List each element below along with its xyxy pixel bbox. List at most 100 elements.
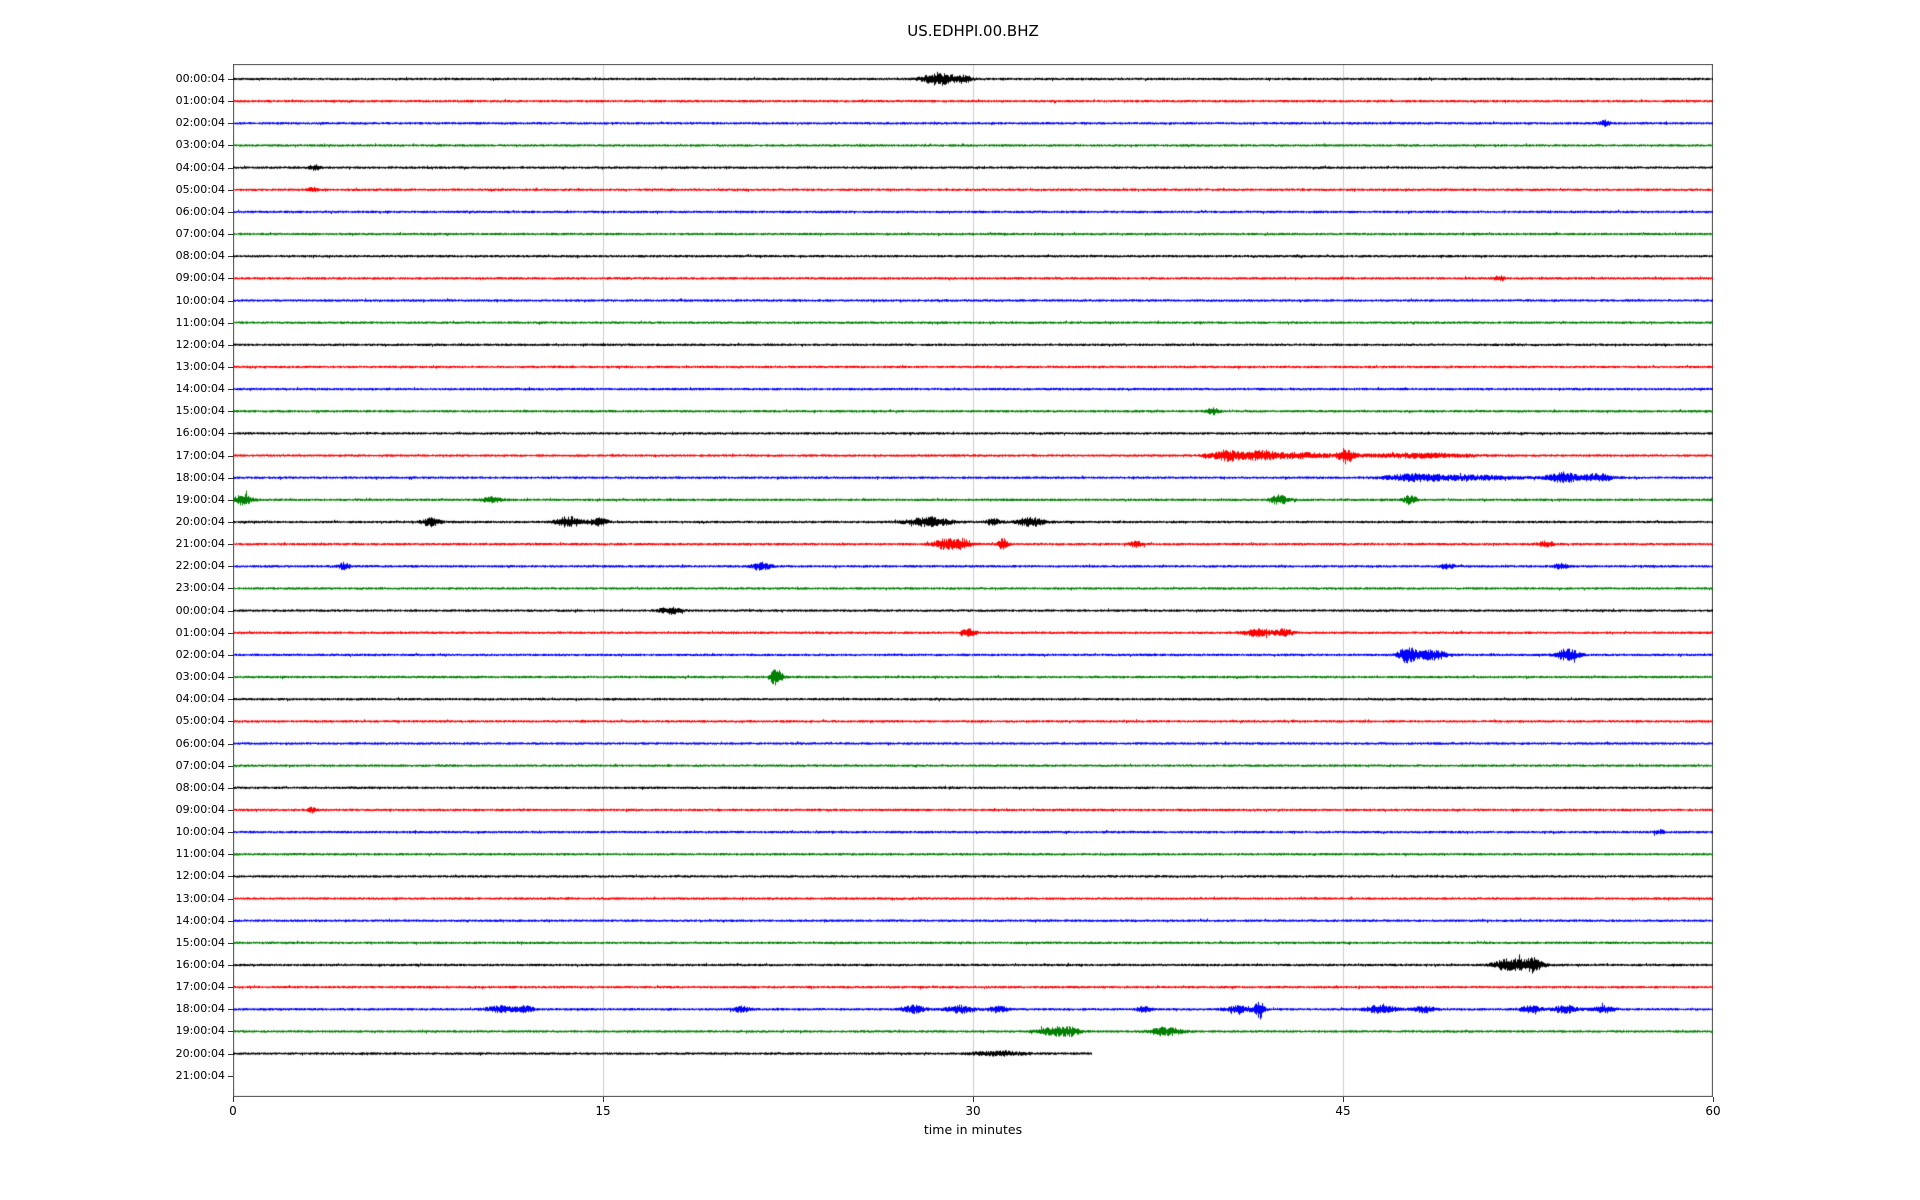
- y-tick-mark: [228, 301, 233, 302]
- y-tick-mark: [228, 145, 233, 146]
- y-tick-mark: [228, 1031, 233, 1032]
- y-tick-mark: [228, 478, 233, 479]
- trace-time-label: 13:00:04: [175, 891, 225, 905]
- trace-time-label: 02:00:04: [175, 116, 225, 130]
- trace-time-label: 08:00:04: [175, 249, 225, 263]
- trace-time-label: 18:00:04: [175, 1002, 225, 1016]
- trace-time-label: 15:00:04: [175, 935, 225, 949]
- y-tick-mark: [228, 899, 233, 900]
- trace-time-label: 20:00:04: [175, 515, 225, 528]
- y-tick-mark: [228, 500, 233, 501]
- x-tick-mark: [1343, 1097, 1344, 1102]
- y-tick-mark: [228, 588, 233, 589]
- trace-time-label: 05:00:04: [175, 714, 225, 728]
- x-tick-label: 0: [229, 1104, 237, 1118]
- y-tick-mark: [228, 123, 233, 124]
- plot-area: [233, 64, 1713, 1097]
- trace-time-label: 03:00:04: [175, 670, 225, 684]
- y-tick-mark: [228, 79, 233, 80]
- trace-time-label: 09:00:04: [175, 271, 225, 285]
- y-tick-mark: [228, 766, 233, 767]
- y-tick-mark: [228, 965, 233, 966]
- trace-time-label: 07:00:04: [175, 758, 225, 772]
- y-tick-mark: [228, 943, 233, 944]
- trace-time-label: 16:00:04: [175, 426, 225, 440]
- trace-time-label: 12:00:04: [175, 337, 225, 351]
- y-tick-mark: [228, 921, 233, 922]
- y-tick-mark: [228, 987, 233, 988]
- y-tick-mark: [228, 611, 233, 612]
- trace-time-label: 00:00:04: [175, 603, 225, 617]
- x-tick-mark: [1713, 1097, 1714, 1102]
- y-tick-mark: [228, 234, 233, 235]
- y-tick-mark: [228, 190, 233, 191]
- y-tick-mark: [228, 256, 233, 257]
- y-tick-mark: [228, 323, 233, 324]
- y-tick-mark: [228, 367, 233, 368]
- trace-time-label: 14:00:04: [175, 913, 225, 927]
- trace-time-label: 01:00:04: [175, 94, 225, 108]
- trace-time-label: 00:00:04: [175, 72, 225, 85]
- trace-time-label: 06:00:04: [175, 204, 225, 218]
- trace-time-label: 10:00:04: [175, 293, 225, 307]
- y-tick-mark: [228, 411, 233, 412]
- chart-title: US.EDHPI.00.BHZ: [907, 22, 1039, 40]
- y-tick-mark: [228, 1054, 233, 1055]
- trace-time-label: 17:00:04: [175, 448, 225, 462]
- y-tick-mark: [228, 744, 233, 745]
- y-tick-mark: [228, 212, 233, 213]
- trace-time-label: 21:00:04: [175, 537, 225, 551]
- trace-time-label: 13:00:04: [175, 359, 225, 373]
- y-tick-mark: [228, 278, 233, 279]
- trace-time-label: 06:00:04: [175, 736, 225, 750]
- x-tick-mark: [603, 1097, 604, 1102]
- y-tick-mark: [228, 788, 233, 789]
- trace-time-label: 08:00:04: [175, 780, 225, 794]
- trace-time-label: 05:00:04: [175, 182, 225, 196]
- x-axis-title: time in minutes: [923, 1122, 1023, 1137]
- y-tick-mark: [228, 433, 233, 434]
- x-tick-label: 60: [1705, 1104, 1721, 1118]
- x-tick-label: 15: [595, 1104, 611, 1118]
- y-tick-mark: [228, 522, 233, 523]
- y-tick-mark: [228, 721, 233, 722]
- trace-time-label: 23:00:04: [175, 581, 225, 595]
- trace-time-label: 16:00:04: [175, 958, 225, 971]
- y-tick-mark: [228, 168, 233, 169]
- trace-time-label: 12:00:04: [175, 869, 225, 883]
- y-tick-mark: [228, 389, 233, 390]
- trace-time-label: 10:00:04: [175, 825, 225, 839]
- trace-time-label: 09:00:04: [175, 802, 225, 816]
- y-tick-mark: [228, 566, 233, 567]
- trace-time-label: 01:00:04: [175, 625, 225, 639]
- trace-time-label: 21:00:04: [175, 1068, 225, 1082]
- trace-time-label: 04:00:04: [175, 160, 225, 174]
- y-tick-mark: [228, 832, 233, 833]
- seismogram-canvas: [233, 64, 1713, 1097]
- y-tick-mark: [228, 876, 233, 877]
- trace-time-label: 17:00:04: [175, 980, 225, 994]
- y-tick-mark: [228, 1076, 233, 1077]
- trace-time-label: 04:00:04: [175, 692, 225, 706]
- x-tick-label: 45: [1335, 1104, 1351, 1118]
- x-tick-mark: [233, 1097, 234, 1102]
- trace-time-label: 19:00:04: [175, 1024, 225, 1038]
- trace-time-label: 11:00:04: [175, 847, 225, 861]
- trace-time-label: 02:00:04: [175, 647, 225, 661]
- y-tick-mark: [228, 677, 233, 678]
- trace-time-label: 18:00:04: [175, 470, 225, 484]
- trace-time-label: 07:00:04: [175, 227, 225, 241]
- x-tick-label: 30: [965, 1104, 981, 1118]
- y-tick-mark: [228, 633, 233, 634]
- y-tick-mark: [228, 655, 233, 656]
- y-tick-mark: [228, 456, 233, 457]
- y-tick-mark: [228, 810, 233, 811]
- y-tick-mark: [228, 854, 233, 855]
- y-tick-mark: [228, 544, 233, 545]
- trace-time-label: 19:00:04: [175, 492, 225, 506]
- trace-time-label: 11:00:04: [175, 315, 225, 329]
- trace-time-label: 14:00:04: [175, 382, 225, 396]
- y-tick-mark: [228, 345, 233, 346]
- x-tick-mark: [973, 1097, 974, 1102]
- trace-time-label: 03:00:04: [175, 138, 225, 152]
